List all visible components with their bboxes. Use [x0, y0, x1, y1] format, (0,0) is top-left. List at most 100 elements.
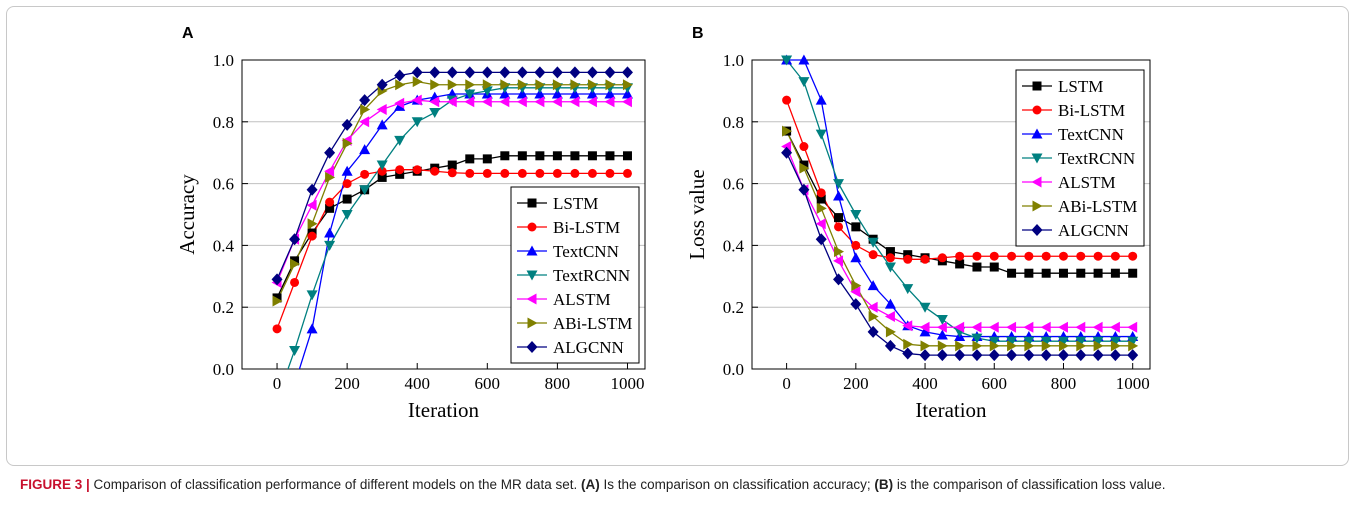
data-point	[569, 96, 580, 108]
y-tick-label: 0.4	[723, 236, 745, 255]
data-point	[1128, 251, 1138, 261]
data-point	[325, 197, 335, 207]
data-point	[782, 125, 793, 137]
data-point	[272, 456, 283, 466]
data-point	[377, 172, 387, 182]
x-tick-label: 600	[982, 374, 1008, 393]
data-point	[1092, 349, 1104, 362]
data-point	[1024, 268, 1034, 278]
data-point	[798, 54, 810, 65]
data-point	[955, 340, 966, 352]
caption-text: Is the comparison on classification accu…	[599, 477, 875, 492]
data-point	[412, 165, 422, 175]
figure-frame	[6, 6, 1349, 466]
caption: FIGURE 3 | Comparison of classification …	[20, 474, 1330, 495]
data-point	[1076, 251, 1086, 261]
data-point	[289, 379, 300, 389]
panel-label: B	[692, 25, 704, 42]
data-point	[272, 395, 283, 405]
data-point	[535, 168, 545, 178]
legend-marker	[1032, 105, 1042, 115]
data-point	[534, 96, 545, 108]
x-tick-label: 1000	[610, 374, 644, 393]
data-point	[394, 135, 406, 146]
x-tick-label: 400	[404, 374, 430, 393]
data-point	[500, 151, 510, 161]
data-point	[902, 320, 913, 332]
data-point	[376, 160, 388, 171]
data-point	[937, 340, 948, 352]
data-point	[605, 79, 616, 91]
legend-label: ABi-LSTM	[1058, 197, 1137, 216]
data-point	[1058, 340, 1069, 352]
data-point	[989, 251, 999, 261]
data-point	[1041, 251, 1051, 261]
data-point	[289, 233, 301, 246]
data-point	[851, 240, 861, 250]
data-point	[429, 108, 441, 119]
data-point	[587, 151, 597, 161]
plot-frame	[751, 59, 1151, 370]
legend-label: ALGCNN	[553, 338, 624, 357]
data-point	[1109, 336, 1121, 347]
data-point	[1057, 321, 1068, 333]
data-point	[429, 66, 441, 79]
data-point	[586, 96, 597, 108]
data-point	[569, 88, 581, 99]
data-point	[307, 231, 317, 241]
data-point	[1007, 268, 1017, 278]
data-point	[499, 96, 510, 108]
data-point	[376, 103, 387, 115]
data-point	[1006, 321, 1017, 333]
y-axis-label: Accuracy	[175, 174, 199, 255]
data-point	[482, 154, 492, 164]
x-tick-label: 400	[912, 374, 938, 393]
data-point	[1110, 251, 1120, 261]
data-point	[1058, 268, 1068, 278]
data-point	[936, 349, 948, 362]
x-tick-label: 200	[843, 374, 869, 393]
legend-label: TextRCNN	[1058, 149, 1135, 168]
data-point	[359, 116, 370, 128]
data-point	[621, 96, 632, 108]
data-point	[902, 284, 914, 295]
caption-label: FIGURE 3 |	[20, 477, 90, 492]
data-point	[834, 246, 845, 258]
data-point	[1023, 349, 1035, 362]
data-point	[552, 168, 562, 178]
y-tick-label: 0.6	[723, 175, 744, 194]
legend-marker	[1032, 81, 1042, 91]
legend-marker	[1031, 128, 1043, 139]
data-point	[500, 168, 510, 178]
legend-label: Bi-LSTM	[1058, 101, 1125, 120]
data-point	[324, 165, 335, 177]
data-point	[868, 250, 878, 260]
data-point	[517, 79, 528, 91]
data-point	[306, 323, 318, 334]
data-point	[570, 151, 580, 161]
data-point	[1040, 321, 1051, 333]
data-point	[604, 88, 616, 99]
chart-panel: B 0.0 0.2 0.4 0.6 0.8 1.0 0 200 400 600 800 1000 Iter…	[685, 25, 1151, 422]
chart-panel: A 0.0 0.2 0.4 0.6 0.8 1.0 0 200 400 600 800 1000 Iter…	[175, 25, 646, 466]
data-point	[1040, 349, 1052, 362]
data-point	[936, 315, 948, 326]
data-point	[988, 321, 999, 333]
data-point	[516, 96, 527, 108]
data-point	[324, 227, 336, 238]
legend-marker	[1031, 153, 1043, 164]
data-point	[782, 95, 792, 105]
data-point	[972, 340, 983, 352]
data-point	[867, 280, 879, 291]
data-point	[1006, 336, 1018, 347]
data-point	[1092, 321, 1103, 333]
data-point	[850, 252, 862, 263]
data-point	[446, 96, 457, 108]
data-point	[971, 321, 982, 333]
data-point	[306, 183, 318, 196]
data-point	[1127, 336, 1139, 347]
y-tick-label: 0.8	[213, 113, 234, 132]
data-point	[920, 254, 930, 264]
data-point	[516, 88, 528, 99]
